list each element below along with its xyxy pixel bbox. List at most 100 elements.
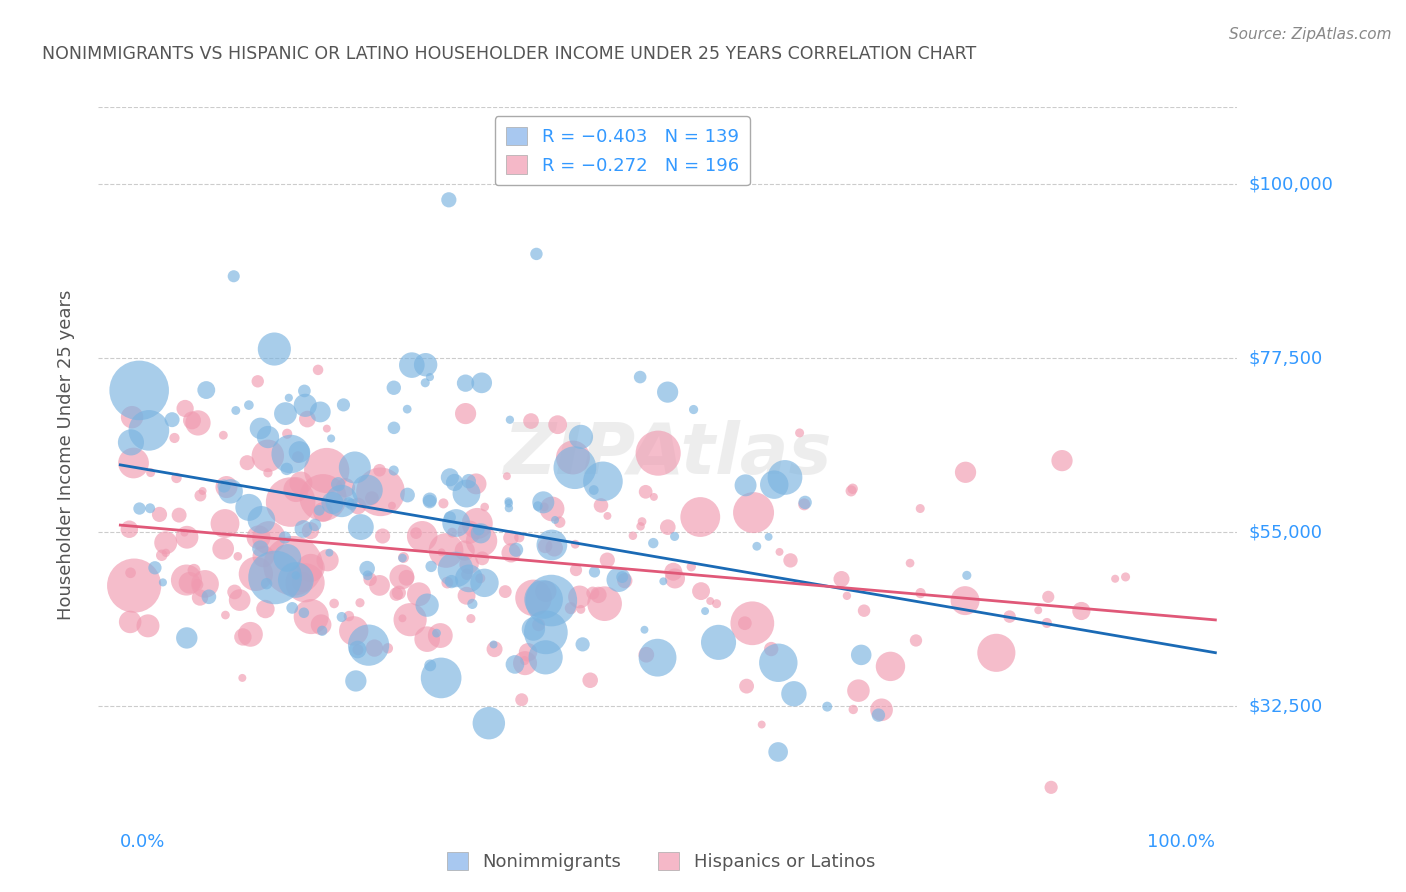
Point: [343, 460, 366, 475]
Point: [292, 522, 315, 536]
Point: [356, 561, 378, 575]
Point: [742, 506, 765, 520]
Point: [465, 516, 488, 531]
Point: [361, 491, 384, 505]
Point: [522, 622, 544, 636]
Point: [583, 565, 606, 579]
Point: [633, 623, 655, 637]
Point: [321, 496, 343, 510]
Point: [150, 549, 173, 563]
Point: [120, 566, 142, 580]
Point: [588, 588, 610, 602]
Point: [773, 470, 796, 484]
Point: [315, 463, 337, 477]
Point: [308, 503, 330, 517]
Point: [510, 692, 533, 706]
Point: [212, 428, 235, 442]
Point: [330, 494, 353, 508]
Point: [419, 494, 441, 508]
Point: [657, 520, 679, 534]
Point: [582, 483, 605, 497]
Point: [647, 650, 669, 665]
Point: [560, 601, 582, 615]
Point: [284, 568, 307, 582]
Point: [136, 619, 159, 633]
Point: [441, 525, 464, 540]
Point: [139, 501, 162, 516]
Point: [432, 496, 454, 510]
Point: [571, 637, 593, 651]
Point: [263, 342, 285, 356]
Point: [166, 471, 188, 485]
Legend: Nonimmigrants, Hispanics or Latinos: Nonimmigrants, Hispanics or Latinos: [439, 845, 883, 879]
Point: [264, 570, 287, 584]
Point: [910, 586, 932, 600]
Point: [249, 541, 271, 556]
Point: [419, 492, 441, 507]
Point: [842, 702, 865, 716]
Point: [520, 414, 543, 428]
Point: [148, 508, 170, 522]
Point: [247, 530, 270, 544]
Point: [155, 535, 177, 549]
Point: [454, 543, 477, 558]
Text: $100,000: $100,000: [1249, 176, 1333, 194]
Point: [430, 671, 453, 685]
Point: [416, 632, 439, 647]
Point: [533, 500, 555, 514]
Point: [287, 450, 309, 465]
Point: [128, 384, 150, 398]
Text: 0.0%: 0.0%: [121, 833, 166, 851]
Point: [190, 489, 212, 503]
Point: [283, 558, 305, 573]
Point: [569, 430, 592, 444]
Point: [534, 650, 557, 665]
Point: [839, 483, 862, 498]
Point: [534, 539, 557, 553]
Point: [219, 484, 242, 499]
Point: [589, 499, 612, 513]
Point: [238, 500, 260, 515]
Point: [471, 551, 494, 566]
Point: [277, 391, 299, 405]
Point: [257, 466, 280, 480]
Point: [382, 381, 405, 395]
Point: [350, 520, 373, 534]
Point: [408, 587, 430, 601]
Point: [541, 502, 564, 516]
Point: [763, 477, 786, 491]
Point: [689, 510, 711, 524]
Point: [187, 416, 209, 430]
Point: [643, 490, 665, 504]
Point: [276, 462, 298, 476]
Point: [437, 193, 460, 207]
Point: [643, 536, 665, 550]
Point: [1036, 615, 1059, 630]
Point: [681, 559, 703, 574]
Point: [508, 530, 530, 544]
Point: [292, 384, 315, 398]
Point: [413, 376, 436, 390]
Point: [582, 586, 605, 600]
Point: [1038, 590, 1060, 604]
Point: [391, 611, 413, 625]
Point: [564, 460, 586, 475]
Point: [356, 483, 378, 498]
Point: [415, 358, 437, 372]
Point: [434, 543, 457, 558]
Point: [593, 597, 616, 611]
Text: $77,500: $77,500: [1249, 350, 1323, 368]
Point: [122, 456, 145, 470]
Point: [444, 562, 467, 576]
Point: [541, 538, 564, 552]
Point: [257, 531, 280, 545]
Point: [214, 516, 236, 531]
Point: [734, 478, 756, 492]
Point: [198, 590, 221, 604]
Point: [405, 526, 427, 541]
Point: [337, 609, 360, 624]
Point: [662, 565, 685, 579]
Point: [471, 376, 494, 390]
Point: [152, 575, 174, 590]
Point: [288, 445, 311, 459]
